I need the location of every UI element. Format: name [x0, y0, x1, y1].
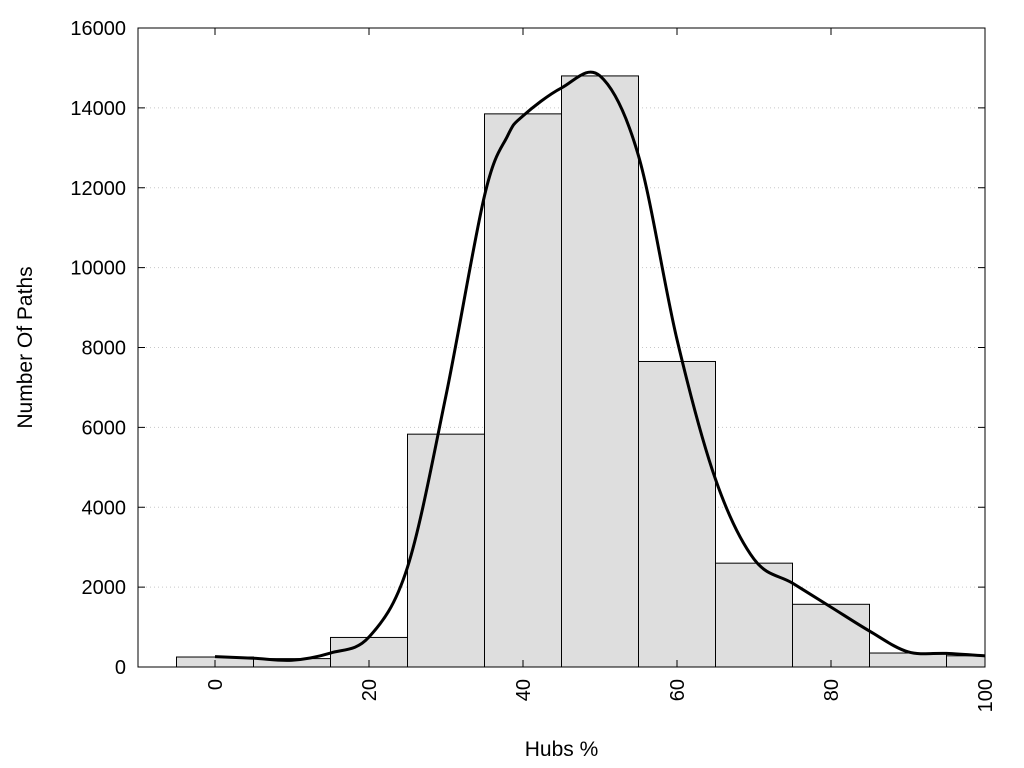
histogram-bar: [869, 652, 947, 668]
x-tick-label: 60: [667, 679, 689, 701]
y-tick-label: 16000: [70, 18, 126, 40]
histogram-bar: [484, 113, 562, 668]
x-axis-label: Hubs %: [525, 738, 599, 761]
y-tick-label: 12000: [70, 178, 126, 200]
histogram-bar: [638, 360, 716, 668]
x-tick-label: 100: [975, 679, 997, 712]
histogram-bar: [792, 603, 870, 668]
y-tick-label: 6000: [82, 417, 127, 439]
x-tick-label: 20: [359, 679, 381, 701]
y-axis-ticks: 0 2000 4000 6000 8000 10000 12000 14000 16000: [70, 18, 985, 679]
x-tick-label: 40: [513, 679, 535, 701]
y-tick-label: 8000: [82, 338, 127, 360]
histogram-bar: [561, 75, 639, 668]
density-curve: [214, 70, 986, 662]
x-tick-label: 0: [205, 679, 227, 690]
y-axis-label: Number Of Paths: [14, 266, 37, 428]
y-tick-label: 0: [115, 657, 126, 679]
y-tick-label: 2000: [82, 577, 127, 599]
histogram-bar: [946, 655, 986, 668]
y-tick-label: 4000: [82, 497, 127, 519]
y-tick-label: 10000: [70, 258, 126, 280]
bars: [176, 75, 986, 668]
x-axis-ticks: 0 20 40 60 80 100: [205, 28, 997, 712]
x-tick-label: 80: [821, 679, 843, 701]
histogram-bar: [407, 433, 485, 668]
y-tick-label: 14000: [70, 98, 126, 120]
